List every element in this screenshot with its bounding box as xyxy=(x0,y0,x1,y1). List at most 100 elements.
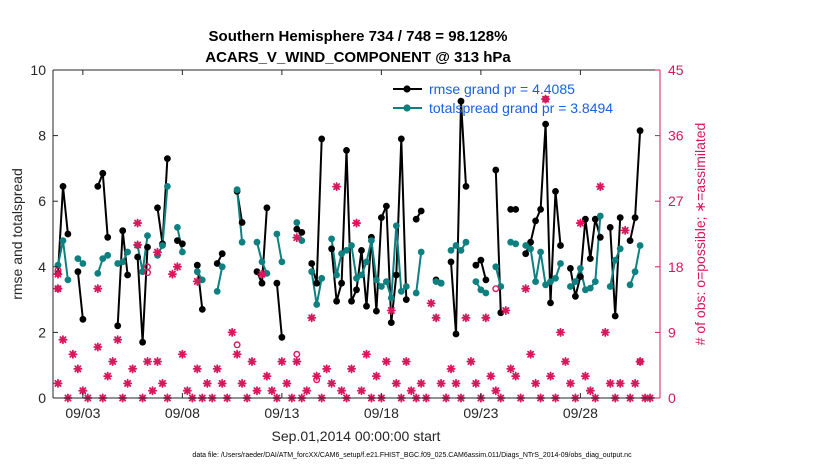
rmse-point xyxy=(59,183,67,190)
rmse-point xyxy=(557,242,564,249)
x-tick-label: 09/23 xyxy=(463,405,498,421)
spread-point xyxy=(258,258,266,266)
plot-frame xyxy=(52,69,660,399)
spread-point xyxy=(238,238,246,246)
rmse-point xyxy=(114,322,122,330)
spread-point xyxy=(387,294,395,302)
chart-title-line2: ACARS_V_WIND_COMPONENT @ 313 hPa xyxy=(205,49,511,66)
rmse-line-segment xyxy=(524,124,562,303)
spread-point xyxy=(164,183,171,190)
obs-assimilated-point xyxy=(113,335,123,345)
obs-assimilated-point xyxy=(565,378,575,388)
obs-assimilated-point xyxy=(386,306,396,316)
y-right-tick-label: 9 xyxy=(668,324,676,340)
spread-point xyxy=(218,263,226,271)
spread-point xyxy=(482,289,490,297)
spread-point xyxy=(159,242,166,249)
rmse-point xyxy=(308,260,316,267)
spread-point xyxy=(492,263,500,271)
obs-assimilated-point xyxy=(630,378,640,388)
obs-assimilated-point xyxy=(560,357,570,367)
rmse-point xyxy=(278,333,286,341)
obs-assimilated-point xyxy=(227,327,237,337)
y-right-tick-label: 27 xyxy=(668,193,684,209)
spread-point xyxy=(79,260,87,267)
obs-assimilated-point xyxy=(93,342,103,352)
rmse-point xyxy=(522,250,530,258)
rmse-point xyxy=(373,307,380,315)
rmse-point xyxy=(104,233,112,241)
spread-point xyxy=(64,276,72,284)
rmse-point xyxy=(392,271,400,279)
legend-rmse-label: rmse grand pr = 4.4085 xyxy=(429,81,575,97)
obs-assimilated-point xyxy=(351,218,362,228)
spread-point xyxy=(378,283,385,290)
spread-point xyxy=(124,248,131,256)
obs-assimilated-point xyxy=(451,378,461,388)
rmse-line-segment xyxy=(76,271,84,320)
legend-rmse-marker xyxy=(403,85,411,93)
data-file-footnote: data file: /Users/raeder/DAI/ATM_forcXX/… xyxy=(192,452,632,459)
obs-assimilated-point xyxy=(292,357,302,367)
rmse-point xyxy=(462,183,470,190)
y-right-tick-label: 36 xyxy=(668,128,684,144)
rmse-point xyxy=(238,219,246,226)
obs-assimilated-point xyxy=(531,378,541,388)
spread-point xyxy=(457,247,465,254)
spread-point xyxy=(328,235,335,243)
rmse-point xyxy=(552,188,559,195)
spread-point xyxy=(552,274,559,282)
spread-point xyxy=(586,284,594,292)
spread-point xyxy=(338,250,345,258)
spread-point xyxy=(472,278,480,285)
spread-point xyxy=(611,256,619,264)
obs-assimilated-point xyxy=(461,313,471,323)
obs-possible-point xyxy=(54,266,62,274)
rmse-point xyxy=(397,135,405,143)
obs-possible-point xyxy=(313,376,321,384)
obs-assimilated-point xyxy=(252,386,262,396)
spread-point xyxy=(213,288,221,295)
obs-possible-point xyxy=(54,285,62,293)
obs-assimilated-point xyxy=(93,284,103,294)
obs-assimilated-point xyxy=(212,364,222,374)
spread-point xyxy=(343,247,350,254)
rmse-point xyxy=(363,302,370,310)
obs-assimilated-point xyxy=(182,386,192,396)
spread-point xyxy=(412,289,420,297)
rmse-point xyxy=(343,147,350,154)
spread-point xyxy=(527,245,534,253)
spread-point xyxy=(596,212,604,220)
spread-line-segment xyxy=(236,189,244,243)
spread-point xyxy=(104,251,112,259)
spread-point xyxy=(313,301,321,308)
obs-assimilated-point xyxy=(446,364,456,374)
spread-point xyxy=(348,242,355,249)
rmse-point xyxy=(79,315,87,323)
y-left-tick-label: 6 xyxy=(38,193,46,209)
rmse-point xyxy=(134,253,142,261)
obs-assimilated-point xyxy=(123,378,133,388)
spread-point xyxy=(333,271,340,279)
chart-title-line1: Southern Hemisphere 734 / 748 = 98.128% xyxy=(209,28,508,45)
obs-assimilated-point xyxy=(148,386,158,396)
obs-assimilated-point xyxy=(152,247,162,257)
spread-point xyxy=(144,232,151,240)
obs-assimilated-point xyxy=(481,313,491,323)
obs-assimilated-point xyxy=(237,378,247,388)
spread-line-segment xyxy=(450,241,467,252)
obs-assimilated-point xyxy=(327,378,337,388)
rmse-point xyxy=(338,279,345,287)
rmse-point xyxy=(452,330,460,338)
obs-assimilated-point xyxy=(600,327,610,337)
spread-point xyxy=(353,274,360,282)
obs-possible-point xyxy=(636,358,644,366)
spread-point xyxy=(363,258,370,266)
rmse-point xyxy=(596,233,604,241)
obs-assimilated-point xyxy=(152,357,162,367)
spread-point xyxy=(298,237,306,245)
rmse-point xyxy=(616,214,624,222)
spread-point xyxy=(373,276,380,284)
obs-assimilated-point xyxy=(356,386,366,396)
